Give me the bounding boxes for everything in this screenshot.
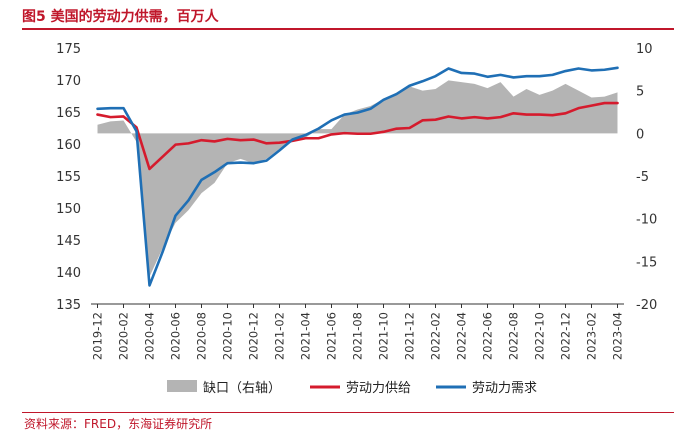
x-tick-label-20: 2023-04: [611, 312, 625, 360]
demand-line: [96, 66, 619, 287]
x-tick-label-8: 2021-04: [299, 312, 313, 360]
source-note: 资料来源：FRED，东海证券研究所: [24, 417, 213, 431]
left-tick-label-1: 140: [56, 266, 81, 281]
x-tick-label-16: 2022-08: [507, 312, 521, 360]
gap-area: [97, 80, 618, 277]
x-tick-label-9: 2021-06: [325, 312, 339, 360]
x-tick-label-12: 2021-12: [403, 312, 417, 360]
left-tick-label-3: 150: [56, 202, 81, 217]
supply-line: [96, 101, 619, 171]
left-tick-label-5: 160: [56, 138, 81, 153]
legend-label-0: 缺口（右轴）: [203, 381, 281, 396]
x-tick-label-3: 2020-06: [169, 312, 183, 360]
gap-area-series: [97, 80, 618, 277]
right-tick-label-1: -15: [636, 255, 657, 270]
left-y-axis: 135 140 145 150 155 160 165 170 175: [56, 42, 81, 313]
x-tick-label-15: 2022-06: [481, 312, 495, 360]
x-tick-label-6: 2020-12: [247, 312, 261, 360]
line-series: [96, 66, 619, 287]
right-tick-label-6: 10: [636, 42, 653, 57]
x-tick-label-4: 2020-08: [195, 312, 209, 360]
source-rule: [22, 412, 674, 413]
x-tick-label-19: 2023-02: [585, 312, 599, 360]
x-tick-label-18: 2022-12: [559, 312, 573, 360]
x-tick-label-13: 2022-02: [429, 312, 443, 360]
x-axis: 2019-12 2020-02 2020-04 2020-06 2020-08 2020-…: [91, 304, 625, 360]
x-tick-label-2: 2020-04: [143, 312, 157, 360]
left-tick-label-6: 165: [56, 106, 81, 121]
right-tick-label-2: -10: [636, 213, 657, 228]
right-tick-label-3: -5: [636, 170, 649, 185]
x-tick-label-17: 2022-10: [533, 312, 547, 360]
legend: 缺口（右轴） 劳动力供给 劳动力需求: [167, 380, 537, 396]
left-tick-label-2: 145: [56, 234, 81, 249]
x-tick-label-14: 2022-04: [455, 312, 469, 360]
legend-label-2: 劳动力需求: [472, 380, 537, 396]
left-tick-label-8: 175: [56, 42, 81, 57]
left-tick-label-7: 170: [56, 74, 81, 89]
x-tick-label-10: 2021-08: [351, 312, 365, 360]
x-tick-label-1: 2020-02: [117, 312, 131, 360]
x-tick-label-0: 2019-12: [91, 312, 105, 360]
right-tick-label-4: 0: [636, 127, 644, 142]
left-tick-label-4: 155: [56, 170, 81, 185]
x-tick-label-5: 2020-10: [221, 312, 235, 360]
right-y-axis: -20 -15 -10 -5 0 5 10: [636, 42, 657, 313]
left-tick-label-0: 135: [56, 298, 81, 313]
right-tick-label-5: 5: [636, 85, 644, 100]
right-tick-label-0: -20: [636, 298, 657, 313]
figure-title: 图5 美国的劳动力供需，百万人: [22, 9, 219, 25]
x-tick-label-11: 2021-10: [377, 312, 391, 360]
x-tick-label-7: 2021-02: [273, 312, 287, 360]
legend-label-1: 劳动力供给: [346, 380, 411, 396]
legend-swatch-gap: [167, 380, 197, 392]
title-rule: [22, 28, 674, 30]
